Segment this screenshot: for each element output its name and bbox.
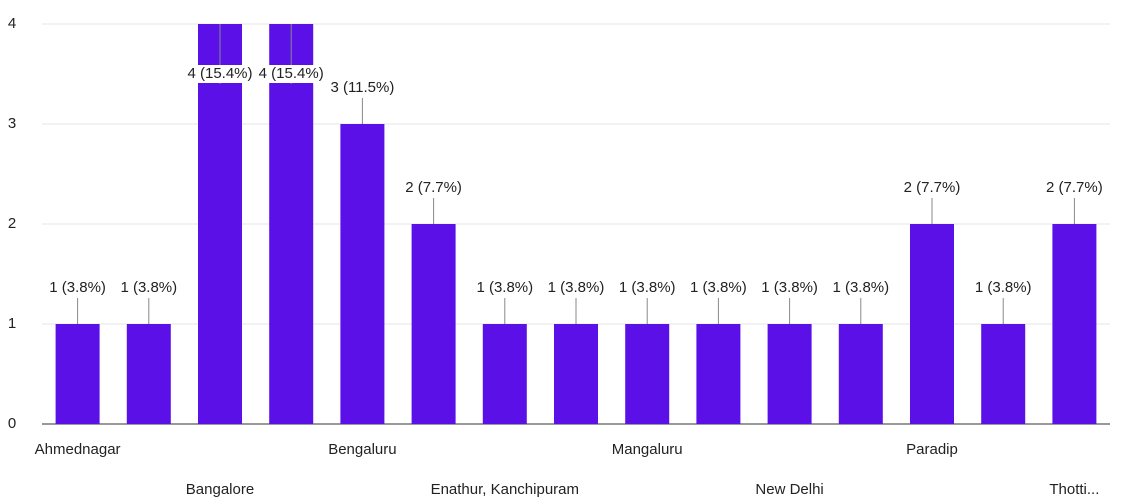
data-label: 1 (3.8%): [476, 279, 533, 296]
y-tick-label: 4: [8, 15, 16, 32]
bar: [198, 24, 242, 424]
label-background: [973, 279, 1033, 297]
x-tick-label: Ahmednagar: [35, 441, 121, 458]
x-tick-label: Bengaluru: [328, 441, 396, 458]
data-label: 3 (11.5%): [330, 79, 394, 96]
bar: [411, 224, 456, 424]
data-label: 1 (3.8%): [619, 279, 676, 296]
bar: [55, 324, 100, 424]
data-label: 4 (15.4%): [187, 65, 252, 82]
data-label: 1 (3.8%): [975, 279, 1032, 296]
y-tick-label: 0: [8, 415, 16, 432]
data-label: 1 (3.8%): [49, 279, 106, 296]
label-background: [48, 279, 107, 297]
data-label: 2 (7.7%): [904, 179, 961, 196]
label-background: [760, 279, 819, 297]
label-background: [689, 279, 748, 297]
bar: [340, 124, 385, 424]
bar: [482, 324, 527, 424]
bar: [625, 324, 670, 424]
x-tick-label: Enathur, Kanchipuram: [431, 481, 579, 498]
bar: [269, 24, 314, 424]
data-label: 2 (7.7%): [1046, 179, 1103, 196]
data-label: 1 (3.8%): [832, 279, 889, 296]
bar: [126, 324, 171, 424]
label-background: [1045, 179, 1104, 197]
x-tick-label: New Delhi: [755, 481, 823, 498]
label-background: [475, 279, 535, 297]
bar: [838, 324, 883, 424]
y-tick-label: 3: [8, 115, 16, 132]
label-background: [617, 279, 677, 297]
data-label: 2 (7.7%): [405, 179, 462, 196]
x-tick-label: Mangaluru: [612, 441, 683, 458]
label-background: [186, 65, 254, 83]
bar: [981, 324, 1026, 424]
label-background: [119, 279, 179, 297]
x-tick-label: Thotti...: [1049, 481, 1099, 498]
label-background: [257, 65, 325, 83]
bar: [696, 324, 741, 424]
x-tick-label: Bangalore: [186, 481, 254, 498]
y-tick-label: 1: [8, 315, 16, 332]
data-label: 1 (3.8%): [761, 279, 818, 296]
x-tick-label: Paradip: [906, 441, 958, 458]
y-tick-label: 2: [8, 215, 16, 232]
data-label: 1 (3.8%): [120, 279, 177, 296]
data-label: 4 (15.4%): [259, 65, 324, 82]
label-background: [831, 279, 891, 297]
bar: [767, 324, 812, 424]
label-background: [546, 279, 606, 297]
label-background: [329, 79, 396, 97]
bar: [1052, 224, 1097, 424]
bar: [910, 224, 954, 424]
data-label: 1 (3.8%): [548, 279, 605, 296]
bar: [554, 324, 598, 424]
label-background: [404, 179, 463, 197]
label-background: [902, 179, 962, 197]
data-label: 1 (3.8%): [690, 279, 747, 296]
